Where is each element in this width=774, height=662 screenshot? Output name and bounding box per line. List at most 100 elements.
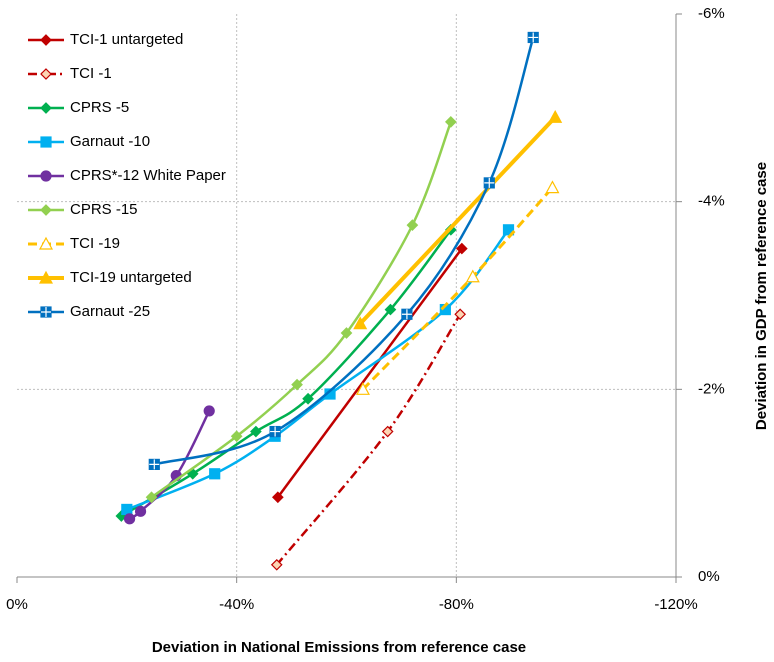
y-tick-label: -6% (698, 5, 725, 22)
data-point (455, 242, 468, 255)
data-point (148, 458, 160, 470)
series-line (150, 121, 453, 499)
series-line (126, 229, 510, 511)
data-point (203, 405, 215, 417)
data-point (250, 425, 262, 438)
series-line (120, 229, 452, 518)
marker-shape (250, 425, 262, 438)
data-point (121, 503, 133, 516)
legend-label: TCI-19 untargeted (70, 269, 192, 286)
legend-label: CPRS*-12 White Paper (70, 167, 226, 184)
marker-shape (548, 109, 563, 123)
x-tick-label: -80% (439, 596, 474, 613)
marker-shape (465, 269, 480, 283)
marker-shape (40, 102, 52, 114)
marker-shape (134, 505, 147, 517)
legend-label: CPRS -5 (70, 99, 129, 116)
data-point (406, 219, 419, 231)
data-point (502, 224, 515, 236)
marker-shape (455, 242, 468, 255)
legend-marker (40, 102, 52, 114)
marker-shape (384, 303, 397, 316)
data-point (444, 116, 457, 128)
data-point (145, 491, 158, 504)
data-point (355, 382, 370, 395)
legend-marker (38, 270, 54, 284)
data-point (545, 180, 560, 194)
marker-shape (40, 34, 52, 46)
legend-marker (40, 170, 52, 182)
data-point (353, 316, 368, 330)
marker-shape (484, 177, 495, 188)
data-point (454, 308, 467, 321)
x-tick-label: -40% (219, 596, 254, 613)
marker-shape (444, 116, 457, 128)
data-point (272, 491, 284, 504)
x-tick-label: 0% (6, 596, 28, 613)
data-point (465, 269, 480, 283)
marker-shape (381, 425, 394, 438)
data-point (209, 468, 221, 480)
legend-label: Garnaut -10 (70, 133, 150, 150)
marker-shape (291, 378, 303, 391)
data-point (291, 378, 303, 391)
marker-shape (203, 405, 215, 417)
marker-shape (454, 308, 467, 321)
series-line (358, 115, 557, 326)
marker-shape (40, 68, 52, 80)
marker-shape (406, 219, 419, 231)
marker-shape (353, 316, 368, 330)
y-tick-label: -2% (698, 380, 725, 397)
data-point (527, 31, 539, 44)
x-tick-label: -120% (654, 596, 697, 613)
marker-shape (272, 491, 284, 504)
marker-shape (230, 430, 243, 443)
data-point (548, 109, 563, 123)
data-point (302, 392, 314, 405)
y-axis-title: Deviation in GDP from reference case (753, 162, 770, 430)
data-point (269, 425, 281, 438)
marker-shape (270, 426, 281, 437)
marker-shape (41, 307, 51, 317)
x-axis-title: Deviation in National Emissions from ref… (152, 639, 526, 656)
legend-marker (38, 236, 54, 250)
legend-label: TCI -1 (70, 65, 112, 82)
marker-shape (302, 392, 314, 405)
data-point (123, 513, 136, 525)
marker-shape (40, 170, 52, 182)
legend-label: Garnaut -25 (70, 303, 150, 320)
marker-shape (545, 180, 560, 194)
marker-shape (502, 224, 515, 236)
marker-shape (149, 459, 160, 470)
legend-label: CPRS -15 (70, 201, 138, 218)
legend-marker (40, 204, 52, 216)
data-point (270, 558, 283, 571)
legend-marker (40, 306, 52, 318)
series-line (153, 37, 535, 466)
data-point (340, 327, 353, 339)
data-point (230, 430, 243, 443)
marker-shape (145, 491, 158, 504)
series-line (275, 313, 462, 566)
data-point (134, 505, 147, 517)
legend-label: TCI-1 untargeted (70, 31, 183, 48)
series-line (276, 247, 463, 498)
data-point (483, 177, 495, 189)
marker-shape (209, 468, 221, 480)
y-tick-label: -4% (698, 193, 725, 210)
data-point (384, 303, 397, 316)
marker-shape (340, 327, 353, 339)
marker-shape (38, 236, 54, 250)
legend-marker (40, 136, 52, 148)
legend-marker (40, 34, 52, 46)
legend-marker (40, 68, 52, 80)
marker-shape (38, 270, 54, 284)
marker-shape (270, 558, 283, 571)
legend-label: TCI -19 (70, 235, 120, 252)
marker-shape (40, 136, 52, 148)
y-tick-label: 0% (698, 568, 720, 585)
marker-shape (528, 32, 539, 43)
marker-shape (123, 513, 136, 525)
marker-shape (40, 204, 52, 216)
